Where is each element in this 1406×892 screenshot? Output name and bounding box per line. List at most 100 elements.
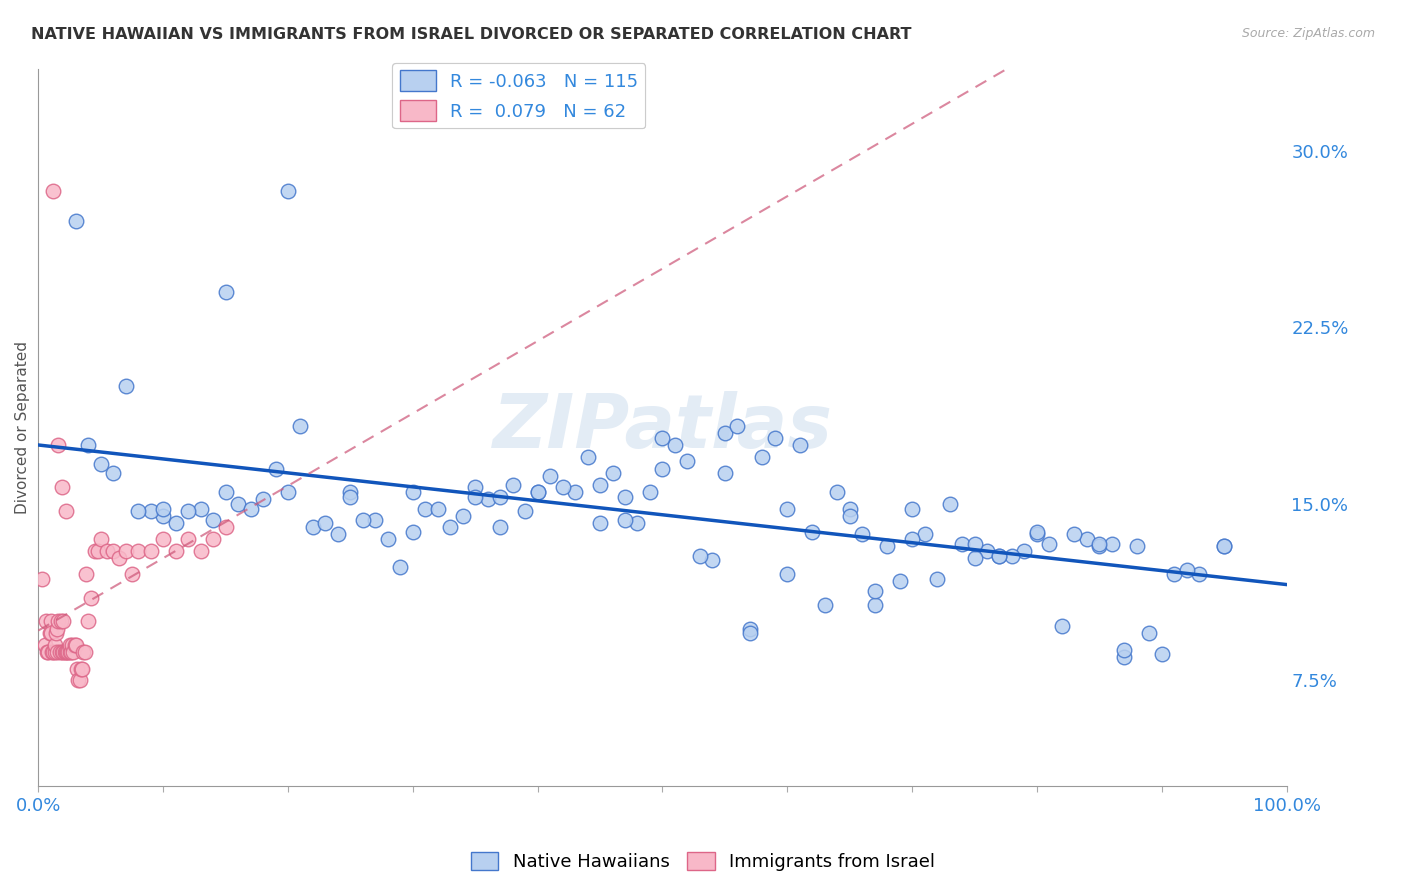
- Point: [65, 214, 87, 228]
- Point: [413, 501, 436, 516]
- Point: [851, 527, 873, 541]
- Point: [42, 645, 65, 659]
- Point: [1137, 626, 1160, 640]
- Point: [1150, 648, 1173, 662]
- Point: [776, 567, 799, 582]
- Point: [77, 438, 100, 452]
- Point: [963, 537, 986, 551]
- Point: [1076, 532, 1098, 546]
- Point: [277, 485, 299, 500]
- Point: [576, 450, 599, 464]
- Point: [139, 504, 162, 518]
- Point: [538, 468, 561, 483]
- Point: [152, 508, 174, 523]
- Point: [738, 622, 761, 636]
- Point: [62, 645, 84, 659]
- Point: [80, 591, 103, 605]
- Point: [489, 520, 512, 534]
- Point: [46, 622, 69, 636]
- Point: [70, 661, 93, 675]
- Y-axis label: Divorced or Separated: Divorced or Separated: [15, 341, 30, 514]
- Point: [75, 567, 97, 582]
- Point: [35, 645, 58, 659]
- Point: [725, 419, 748, 434]
- Point: [214, 485, 236, 500]
- Point: [814, 598, 837, 612]
- Point: [1001, 549, 1024, 563]
- Point: [45, 626, 67, 640]
- Point: [35, 615, 58, 629]
- Point: [73, 645, 96, 659]
- Point: [63, 638, 86, 652]
- Point: [46, 645, 69, 659]
- Point: [202, 513, 225, 527]
- Point: [58, 645, 80, 659]
- Point: [988, 549, 1011, 563]
- Point: [1026, 527, 1049, 541]
- Point: [1114, 642, 1136, 657]
- Point: [651, 461, 673, 475]
- Point: [139, 544, 162, 558]
- Point: [1188, 567, 1211, 582]
- Point: [876, 539, 898, 553]
- Point: [564, 485, 586, 500]
- Point: [364, 513, 387, 527]
- Point: [914, 527, 936, 541]
- Point: [526, 485, 548, 500]
- Point: [165, 516, 187, 530]
- Point: [108, 550, 131, 565]
- Point: [96, 544, 118, 558]
- Point: [114, 544, 136, 558]
- Point: [90, 532, 112, 546]
- Point: [763, 431, 786, 445]
- Point: [502, 478, 524, 492]
- Point: [464, 490, 486, 504]
- Point: [46, 615, 69, 629]
- Point: [69, 673, 91, 688]
- Point: [55, 645, 77, 659]
- Text: ZIPatlas: ZIPatlas: [492, 391, 832, 464]
- Point: [66, 661, 89, 675]
- Point: [751, 450, 773, 464]
- Point: [56, 645, 79, 659]
- Point: [889, 574, 911, 589]
- Point: [52, 615, 75, 629]
- Point: [477, 492, 499, 507]
- Point: [202, 532, 225, 546]
- Point: [290, 419, 312, 434]
- Point: [65, 638, 87, 652]
- Point: [339, 490, 361, 504]
- Point: [901, 532, 924, 546]
- Point: [589, 478, 612, 492]
- Point: [52, 645, 75, 659]
- Point: [55, 504, 77, 518]
- Point: [614, 490, 637, 504]
- Point: [776, 501, 799, 516]
- Point: [38, 626, 60, 640]
- Point: [121, 567, 143, 582]
- Point: [676, 454, 699, 468]
- Point: [789, 438, 811, 452]
- Point: [1050, 619, 1073, 633]
- Point: [1088, 537, 1111, 551]
- Legend: Native Hawaiians, Immigrants from Israel: Native Hawaiians, Immigrants from Israel: [464, 845, 942, 879]
- Point: [252, 492, 274, 507]
- Point: [938, 497, 960, 511]
- Point: [1038, 537, 1060, 551]
- Point: [863, 583, 886, 598]
- Point: [214, 285, 236, 299]
- Point: [714, 426, 737, 441]
- Point: [426, 501, 449, 516]
- Point: [67, 673, 90, 688]
- Point: [702, 553, 724, 567]
- Point: [976, 544, 998, 558]
- Point: [177, 532, 200, 546]
- Point: [264, 461, 287, 475]
- Point: [58, 645, 80, 659]
- Point: [37, 645, 59, 659]
- Point: [526, 485, 548, 500]
- Point: [214, 520, 236, 534]
- Point: [1101, 537, 1123, 551]
- Point: [1114, 649, 1136, 664]
- Point: [1026, 524, 1049, 539]
